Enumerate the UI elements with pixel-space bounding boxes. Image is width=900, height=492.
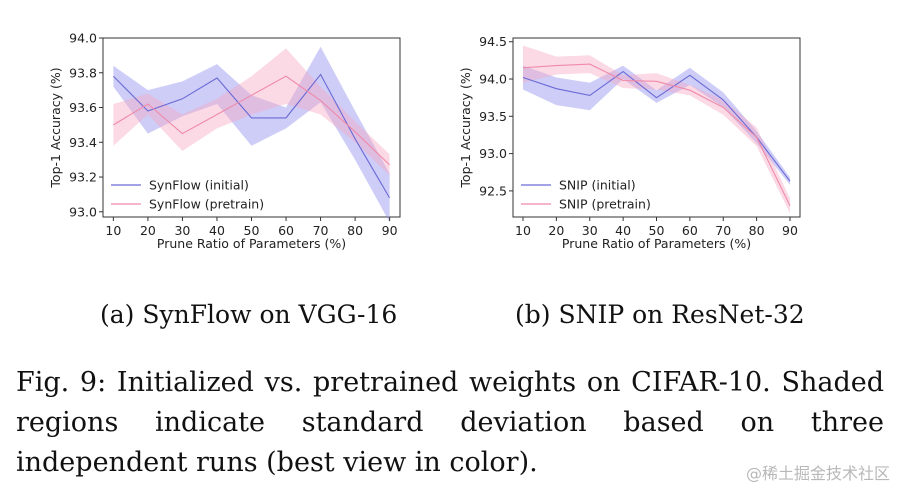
y-tick-label: 94.0 [479,72,507,87]
x-tick-label: 40 [615,223,631,238]
x-tick-label: 10 [515,223,531,238]
y-tick-label: 94.0 [69,31,97,46]
x-tick-label: 20 [548,223,564,238]
y-tick-label: 93.8 [69,65,97,80]
x-tick-label: 70 [313,223,329,238]
figure-caption: Fig. 9: Initialized vs. pretrained weigh… [16,367,884,478]
y-tick-label: 93.6 [69,100,97,115]
x-tick-label: 50 [244,223,260,238]
x-tick-label: 20 [140,223,156,238]
x-tick-label: 30 [582,223,598,238]
x-axis-label: Prune Ratio of Parameters (%) [157,236,346,251]
x-tick-label: 40 [209,223,225,238]
series-line-0 [522,70,791,182]
series-line-0 [113,73,391,199]
x-tick-label: 80 [749,223,765,238]
x-tick-label: 90 [782,223,798,238]
y-tick-label: 93.4 [69,135,97,150]
y-tick-label: 93.2 [69,170,97,185]
x-tick-label: 30 [174,223,190,238]
legend-label-0: SynFlow (initial) [149,178,249,193]
x-tick-label: 80 [347,223,363,238]
legend-label-1: SNIP (pretrain) [559,197,651,212]
legend-label-1: SynFlow (pretrain) [149,197,264,212]
subcaption-a: (a) SynFlow on VGG-16 [100,300,398,329]
series-line-1 [113,75,390,166]
y-tick-label: 92.5 [479,183,507,198]
x-tick-label: 60 [278,223,294,238]
chart-snip-resnet32: 10 20 30 40 50 60 70 80 90 92.5 93.0 93.5 94.0 94.5 Pr… [458,34,801,251]
subcaption-b: (b) SNIP on ResNet-32 [515,300,805,329]
chart-synflow-vgg16: 10 20 30 40 50 60 70 80 90 93.0 93.2 93.4 93.6 93.8 94… [48,31,401,251]
std-band-1 [523,45,790,214]
y-tick-label: 93.0 [479,146,507,161]
y-axis-label: Top-1 Accuracy (%) [48,67,63,188]
std-band-1 [113,48,390,176]
x-axis-label: Prune Ratio of Parameters (%) [562,236,751,251]
y-tick-label: 94.5 [479,34,507,49]
y-tick-label: 93.0 [69,204,97,219]
watermark: @稀土掘金技术社区 [745,464,890,483]
legend-label-0: SNIP (initial) [559,178,636,193]
x-tick-label: 60 [682,223,698,238]
x-tick-label: 90 [382,223,398,238]
x-tick-label: 10 [105,223,121,238]
y-tick-label: 93.5 [479,109,507,124]
y-axis-label: Top-1 Accuracy (%) [458,67,473,188]
series-line-1 [522,63,791,207]
std-band-0 [113,46,390,223]
x-tick-label: 70 [715,223,731,238]
x-tick-label: 50 [649,223,665,238]
